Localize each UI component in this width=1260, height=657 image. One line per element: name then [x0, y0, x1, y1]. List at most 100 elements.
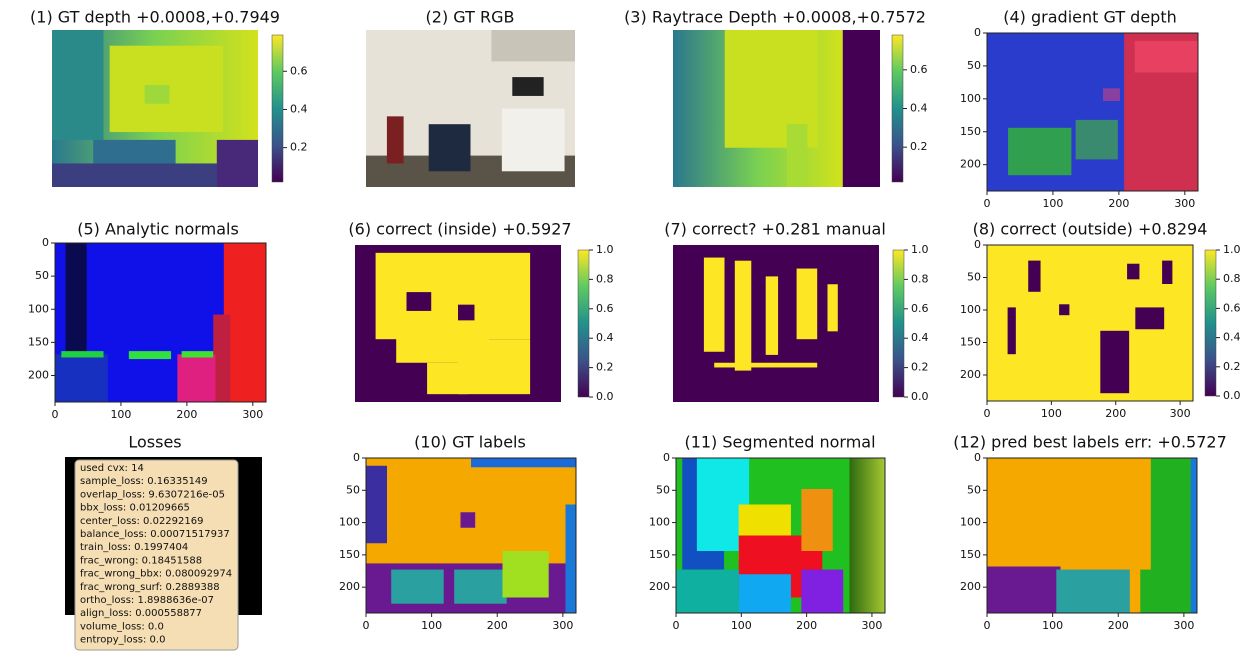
y-tick-label: 50 [967, 483, 981, 496]
image-region [391, 570, 444, 604]
x-tick-label: 100 [421, 619, 442, 632]
image-region [52, 30, 104, 140]
panel-title: (11) Segmented normal [684, 433, 875, 452]
x-tick-label: 100 [731, 619, 752, 632]
image-region [407, 292, 432, 311]
image-region [849, 458, 885, 613]
colorbar [893, 250, 904, 397]
colorbar-tick-label: 0.6 [596, 302, 614, 315]
colorbar-tick-label: 1.0 [1223, 243, 1241, 256]
panel-title: (6) correct (inside) +0.5927 [348, 220, 571, 239]
image-region [704, 258, 725, 352]
panel-image [673, 30, 880, 187]
colorbar-tick-label: 0.0 [911, 390, 929, 403]
x-tick-label: 0 [52, 408, 59, 421]
colorbar-tick-label: 0.6 [1223, 301, 1241, 314]
image-region [714, 363, 817, 368]
colorbar-tick-label: 0.4 [1223, 331, 1241, 344]
image-region [1135, 307, 1164, 329]
loss-line: frac_wrong_bbx: 0.080092974 [80, 569, 232, 580]
panel-image [366, 30, 575, 187]
panel-image [676, 458, 885, 613]
y-tick-label: 150 [28, 335, 49, 348]
y-tick-label: 100 [960, 303, 981, 316]
y-tick-label: 200 [339, 580, 360, 593]
loss-line: frac_wrong_surf: 0.2889388 [80, 582, 220, 593]
image-region [797, 269, 818, 340]
x-tick-label: 200 [176, 408, 197, 421]
x-tick-label: 300 [1174, 197, 1195, 210]
image-region [676, 570, 739, 613]
image-region [213, 315, 230, 402]
image-region [503, 551, 549, 598]
image-region [177, 354, 215, 402]
colorbar-tick-label: 0.6 [910, 63, 928, 76]
loss-line: volume_loss: 0.0 [80, 621, 164, 632]
panel-title: (7) correct? +0.281 manual [664, 220, 886, 239]
x-tick-label: 200 [487, 619, 508, 632]
image-region [429, 124, 471, 171]
image-region [1191, 458, 1197, 613]
image-region [1076, 120, 1118, 159]
image-region [61, 351, 103, 357]
colorbar [1205, 250, 1216, 396]
colorbar-tick-label: 0.2 [1223, 360, 1241, 373]
y-tick-label: 200 [960, 158, 981, 171]
y-tick-label: 200 [960, 368, 981, 381]
image-region [801, 570, 843, 613]
panel-title: (8) correct (outside) +0.8294 [973, 220, 1208, 239]
y-tick-label: 150 [960, 548, 981, 561]
image-region [987, 567, 1061, 614]
y-tick-label: 0 [974, 238, 981, 251]
colorbar-tick-label: 0.0 [596, 390, 614, 403]
image-region [1127, 264, 1139, 280]
colorbar-tick-label: 0.2 [910, 140, 928, 153]
colorbar [892, 35, 903, 182]
image-region [366, 466, 387, 544]
y-tick-label: 50 [35, 269, 49, 282]
x-tick-label: 200 [1108, 197, 1129, 210]
y-tick-label: 150 [960, 336, 981, 349]
colorbar [578, 250, 589, 397]
image-region [1162, 261, 1172, 284]
image-region [1008, 307, 1016, 354]
x-tick-label: 0 [984, 407, 991, 420]
panel-title: (2) GT RGB [426, 8, 515, 27]
colorbar [272, 35, 283, 182]
loss-line: frac_wrong: 0.18451588 [80, 555, 202, 566]
x-tick-label: 100 [1042, 619, 1063, 632]
image-region [787, 124, 808, 187]
panel-image [987, 33, 1198, 191]
colorbar-tick-label: 0.4 [596, 331, 614, 344]
x-tick-label: 0 [984, 197, 991, 210]
colorbar-tick-label: 1.0 [596, 243, 614, 256]
panel-title: (3) Raytrace Depth +0.0008,+0.7572 [624, 8, 926, 27]
loss-line: balance_loss: 0.00071517937 [80, 529, 230, 540]
y-tick-label: 50 [346, 483, 360, 496]
y-tick-label: 0 [974, 26, 981, 39]
x-tick-label: 300 [552, 619, 573, 632]
x-tick-label: 0 [673, 619, 680, 632]
colorbar-tick-label: 0.8 [1223, 272, 1241, 285]
x-tick-label: 200 [796, 619, 817, 632]
image-region [843, 30, 880, 187]
loss-line: ortho_loss: 1.8988636e-07 [80, 595, 214, 606]
colorbar-tick-label: 0.2 [596, 361, 614, 374]
y-tick-label: 100 [960, 92, 981, 105]
image-region [461, 512, 476, 528]
colorbar-tick-label: 0.6 [290, 64, 308, 77]
image-region [739, 574, 791, 613]
colorbar-tick-label: 0.8 [911, 272, 929, 285]
colorbar-tick-label: 0.6 [911, 302, 929, 315]
x-tick-label: 300 [242, 408, 263, 421]
image-region [471, 458, 576, 467]
colorbar-tick-label: 0.2 [911, 361, 929, 374]
image-region [1056, 570, 1130, 613]
image-region [1008, 128, 1071, 175]
loss-line: overlap_loss: 9.6307216e-05 [80, 489, 225, 500]
colorbar-tick-label: 0.2 [290, 141, 308, 154]
panel-image [55, 243, 266, 402]
y-tick-label: 150 [960, 125, 981, 138]
y-tick-label: 0 [663, 451, 670, 464]
x-tick-label: 0 [363, 619, 370, 632]
